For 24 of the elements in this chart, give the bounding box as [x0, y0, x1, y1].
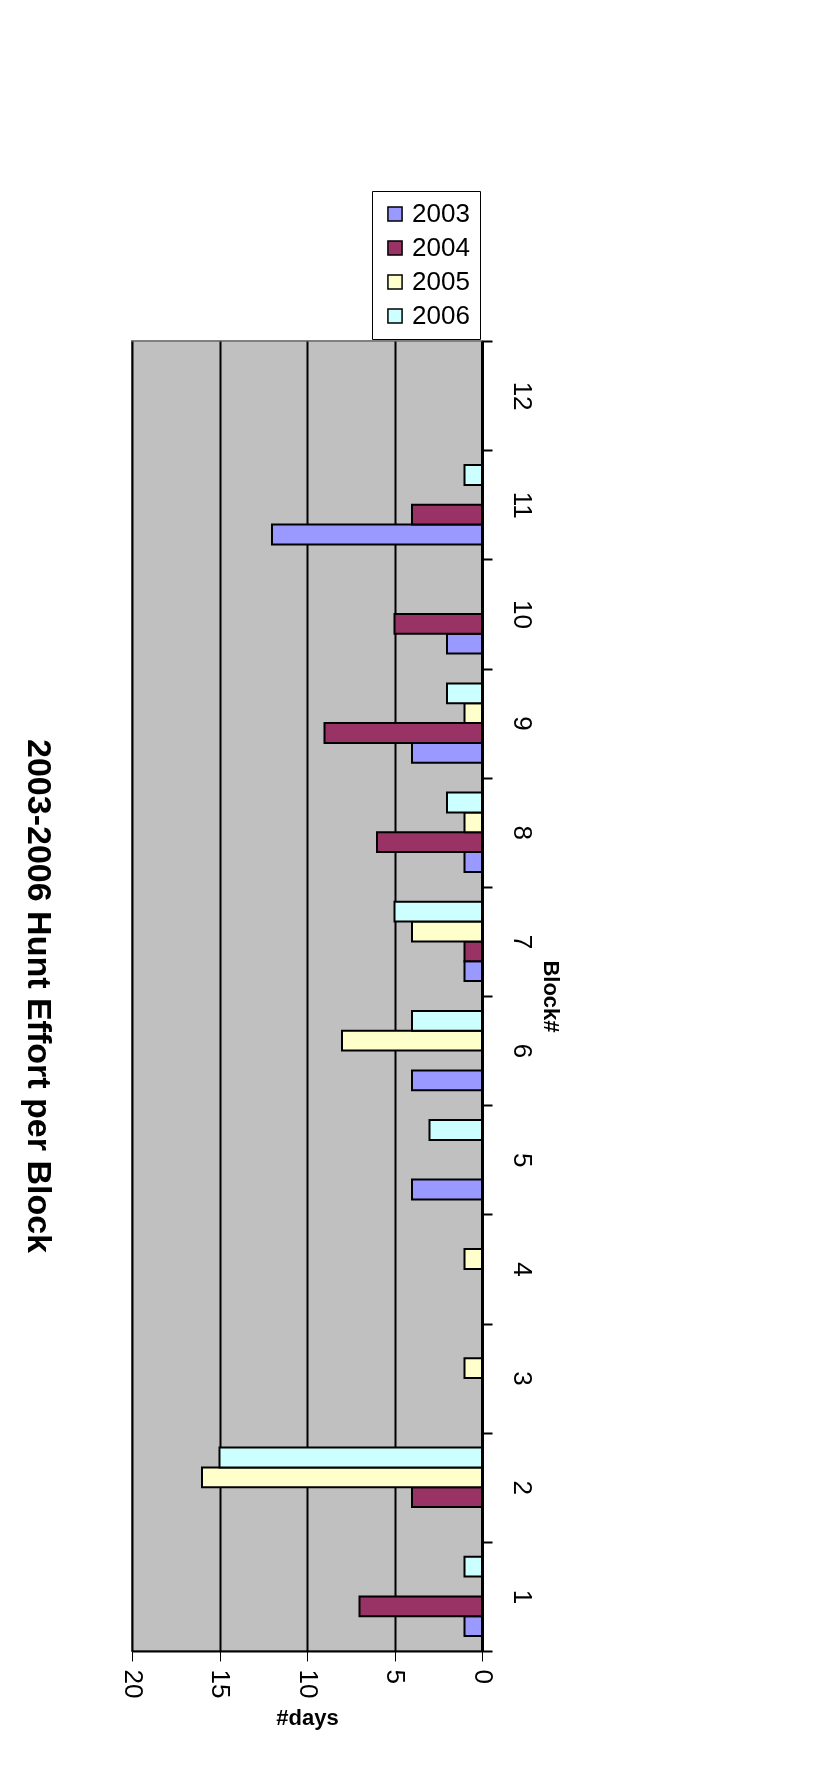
x-tick-label: 5 [381, 1669, 411, 1684]
y-tick-label: 11 [507, 491, 538, 519]
legend-label: 2005 [412, 266, 470, 296]
legend-label: 2004 [412, 232, 470, 262]
y-tick-label: 10 [507, 599, 538, 629]
y-tick-label: 3 [507, 1371, 538, 1386]
y-axis-title: Block# [538, 960, 564, 1033]
x-tick-label: 0 [468, 1669, 499, 1684]
x-tick-label: 20 [118, 1669, 149, 1699]
x-tick-label: 10 [293, 1669, 324, 1699]
legend-label: 2003 [412, 198, 470, 228]
y-tick-label: 4 [507, 1262, 538, 1277]
y-tick-label: 8 [507, 825, 538, 840]
y-tick-label: 9 [507, 716, 538, 731]
text: 2003-2006 Hunt Effort per Block [21, 739, 59, 1254]
y-tick-label: 5 [507, 1153, 538, 1168]
y-tick-label: 7 [507, 934, 538, 950]
y-tick-label: 2 [507, 1480, 538, 1495]
x-axis-title: #days [276, 1705, 339, 1731]
y-tick-label: 1 [507, 1589, 538, 1605]
x-tick-label: 15 [206, 1669, 236, 1699]
y-tick-label: 12 [507, 381, 538, 411]
y-tick-label: 6 [507, 1043, 538, 1059]
legend-label: 2006 [412, 300, 470, 330]
